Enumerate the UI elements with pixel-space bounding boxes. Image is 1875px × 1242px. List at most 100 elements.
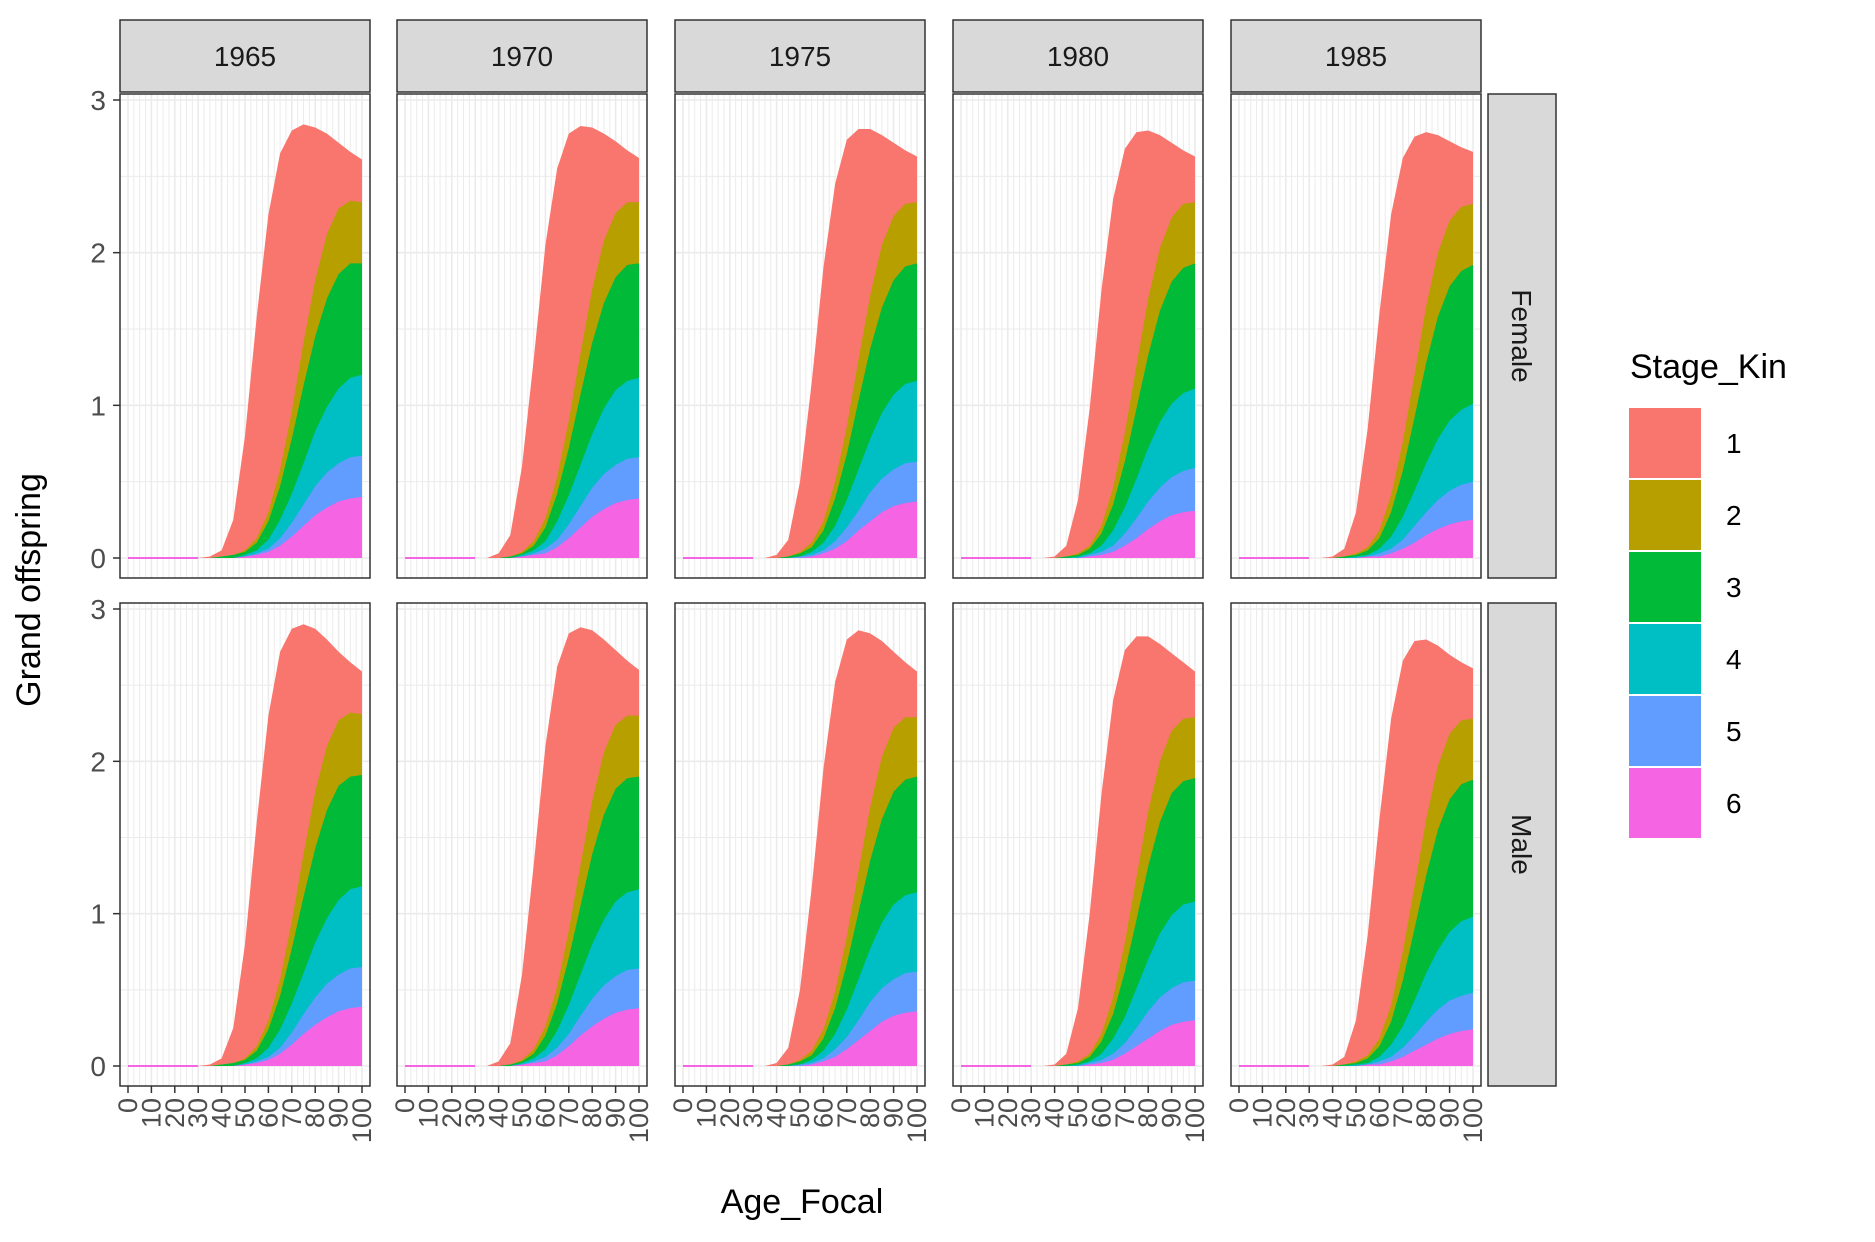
row-strip-label: Male xyxy=(1506,814,1537,875)
x-tick-label: 0 xyxy=(390,1098,420,1113)
legend-label-2: 2 xyxy=(1726,500,1742,531)
area-band-stage-4 xyxy=(1239,916,1473,1066)
x-tick-label: 50 xyxy=(1063,1098,1093,1128)
column-strip-label: 1970 xyxy=(491,41,553,72)
x-tick-label: 70 xyxy=(832,1098,862,1128)
x-tick-label: 30 xyxy=(1016,1098,1046,1128)
facet-panel-1980-female xyxy=(952,93,1204,579)
x-tick-label: 20 xyxy=(437,1098,467,1128)
x-tick-label: 30 xyxy=(1294,1098,1324,1128)
area-band-stage-6 xyxy=(1239,1029,1473,1066)
y-tick-label: 3 xyxy=(90,85,106,116)
legend-label-3: 3 xyxy=(1726,572,1742,603)
legend-title: Stage_Kin xyxy=(1630,348,1787,386)
panel-border xyxy=(1230,93,1482,579)
x-axis-title: Age_Focal xyxy=(721,1183,884,1221)
x-tick-label: 30 xyxy=(460,1098,490,1128)
column-strip-label: 1965 xyxy=(214,41,276,72)
facet-panel-1970-male xyxy=(396,602,648,1087)
x-tick-label: 100 xyxy=(902,1098,932,1143)
facet-panel-1975-female xyxy=(674,93,926,579)
facet-panel-1985-female xyxy=(1230,93,1482,579)
strip-background xyxy=(1230,19,1482,93)
x-tick-label: 90 xyxy=(601,1098,631,1128)
panel-border xyxy=(396,93,648,579)
area-band-stage-5 xyxy=(961,467,1195,558)
strip-background xyxy=(119,19,371,93)
area-band-stage-6 xyxy=(961,1020,1195,1066)
column-strip-1965: 1965 xyxy=(119,19,371,93)
x-tick-label: 40 xyxy=(207,1098,237,1128)
legend-key-5 xyxy=(1629,696,1701,766)
x-tick-label: 100 xyxy=(347,1098,377,1143)
y-axis-title: Grand offspring xyxy=(10,473,48,707)
row-strip-label: Female xyxy=(1506,289,1537,382)
x-tick-label: 70 xyxy=(1110,1098,1140,1128)
y-tick-label: 2 xyxy=(90,746,106,777)
column-strip-1985: 1985 xyxy=(1230,19,1482,93)
x-tick-label: 60 xyxy=(1086,1098,1116,1128)
x-tick-label: 0 xyxy=(946,1098,976,1113)
x-tick-label: 20 xyxy=(160,1098,190,1128)
x-tick-label: 60 xyxy=(253,1098,283,1128)
x-tick-label: 0 xyxy=(113,1098,143,1113)
x-tick-label: 60 xyxy=(808,1098,838,1128)
area-band-stage-4 xyxy=(1239,403,1473,558)
y-tick-label: 0 xyxy=(90,1051,106,1082)
legend: Stage_Kin 1 2 3 4 5 6 xyxy=(1629,348,1787,838)
row-strip-male: Male xyxy=(1487,602,1557,1087)
x-tick-label: 20 xyxy=(993,1098,1023,1128)
x-tick-label: 90 xyxy=(1435,1098,1465,1128)
x-tick-label: 90 xyxy=(1157,1098,1187,1128)
x-tick-label: 10 xyxy=(1247,1098,1277,1128)
panels-layer xyxy=(119,93,1482,1087)
facet-panel-1975-male xyxy=(674,602,926,1087)
x-tick-label: 10 xyxy=(136,1098,166,1128)
column-strip-1980: 1980 xyxy=(952,19,1204,93)
x-tick-label: 40 xyxy=(762,1098,792,1128)
x-tick-label: 0 xyxy=(1224,1098,1254,1113)
facet-panel-1980-male xyxy=(952,602,1204,1087)
legend-key-2 xyxy=(1629,480,1701,550)
strip-background xyxy=(396,19,648,93)
x-tick-label: 40 xyxy=(1040,1098,1070,1128)
x-tick-label: 60 xyxy=(530,1098,560,1128)
facet-panel-1985-male xyxy=(1230,602,1482,1087)
x-tick-label: 40 xyxy=(1318,1098,1348,1128)
area-band-stage-3 xyxy=(1239,779,1473,1066)
column-strip-1975: 1975 xyxy=(674,19,926,93)
area-band-stage-4 xyxy=(961,388,1195,558)
x-tick-label: 30 xyxy=(738,1098,768,1128)
area-band-stage-5 xyxy=(1239,992,1473,1066)
facet-panel-1965-female xyxy=(119,93,371,579)
x-tick-label: 10 xyxy=(413,1098,443,1128)
x-tick-label: 20 xyxy=(715,1098,745,1128)
x-tick-label: 70 xyxy=(554,1098,584,1128)
column-strip-1970: 1970 xyxy=(396,19,648,93)
area-band-stage-6 xyxy=(683,501,917,558)
x-tick-label: 80 xyxy=(855,1098,885,1128)
area-band-stage-3 xyxy=(1239,264,1473,558)
x-tick-label: 10 xyxy=(969,1098,999,1128)
x-tick-label: 40 xyxy=(484,1098,514,1128)
area-band-stage-6 xyxy=(683,1011,917,1066)
strip-background xyxy=(1487,602,1557,1087)
legend-label-1: 1 xyxy=(1726,428,1742,459)
panel-border xyxy=(952,93,1204,579)
legend-key-4 xyxy=(1629,624,1701,694)
x-tick-label: 60 xyxy=(1364,1098,1394,1128)
legend-label-5: 5 xyxy=(1726,716,1742,747)
x-tick-label: 20 xyxy=(1271,1098,1301,1128)
x-tick-label: 100 xyxy=(624,1098,654,1143)
area-band-stage-5 xyxy=(1239,481,1473,558)
x-tick-label: 70 xyxy=(277,1098,307,1128)
facet-strips: 1965 1970 1975 1980 1985 Female Male xyxy=(119,19,1557,1087)
strip-background xyxy=(952,19,1204,93)
legend-key-6 xyxy=(1629,768,1701,838)
y-tick-label: 0 xyxy=(90,543,106,574)
legend-key-1 xyxy=(1629,408,1701,478)
row-strip-female: Female xyxy=(1487,93,1557,579)
x-tick-label: 90 xyxy=(879,1098,909,1128)
